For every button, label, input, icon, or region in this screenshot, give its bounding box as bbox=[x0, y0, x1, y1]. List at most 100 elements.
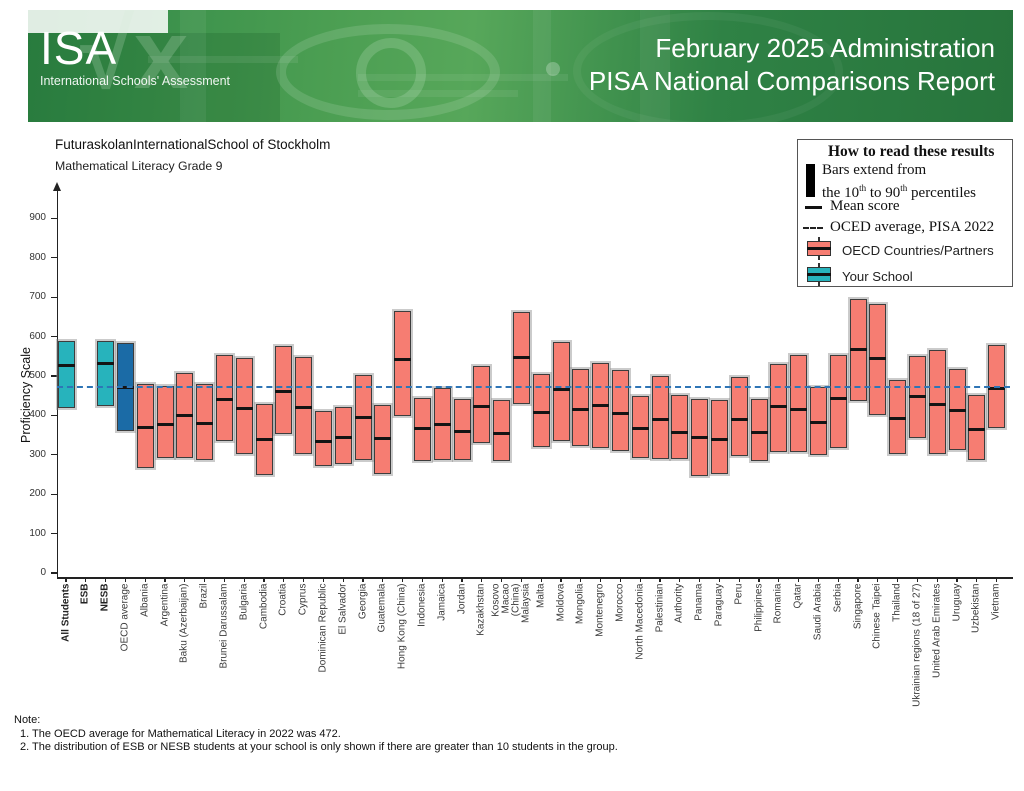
legend-school-label: Your School bbox=[842, 269, 913, 284]
percentile-bar-singapore bbox=[849, 298, 867, 401]
x-tick bbox=[778, 578, 780, 582]
percentile-bar-united-arab-emirates bbox=[928, 349, 946, 454]
y-tick-label: 700 bbox=[29, 291, 46, 303]
y-tick bbox=[51, 493, 57, 495]
percentile-bar-albania bbox=[136, 384, 154, 468]
isa-logo-text: ISA bbox=[40, 22, 118, 74]
note-1: 1. The OECD average for Mathematical Lit… bbox=[20, 727, 341, 740]
mean-line bbox=[176, 414, 194, 418]
x-axis bbox=[56, 577, 1013, 579]
x-tick bbox=[481, 578, 483, 582]
mean-line bbox=[453, 430, 471, 434]
y-tick bbox=[51, 414, 57, 416]
percentile-bar-indonesia bbox=[413, 397, 431, 461]
y-tick bbox=[51, 454, 57, 456]
percentile-bar-north-macedonia bbox=[631, 396, 649, 458]
percentile-bar-jamaica bbox=[433, 387, 451, 461]
legend-bars-line1: Bars extend from bbox=[822, 162, 927, 178]
mean-line bbox=[671, 430, 689, 434]
x-tick bbox=[461, 578, 463, 582]
percentile-bar-philippines bbox=[750, 398, 768, 462]
percentile-bar-bulgaria bbox=[235, 358, 253, 455]
percentile-bar-guatemala bbox=[374, 405, 392, 475]
percentile-bar-kosovo-macao bbox=[493, 400, 511, 462]
percentile-bar-dominican-republic bbox=[314, 411, 332, 466]
percentile-bar-argentina bbox=[156, 386, 174, 459]
x-tick bbox=[916, 578, 918, 582]
y-tick bbox=[51, 217, 57, 219]
x-tick bbox=[817, 578, 819, 582]
note-heading: Note: bbox=[14, 714, 41, 726]
x-tick bbox=[105, 578, 107, 582]
isa-logo: ISA International Schools' Assessment bbox=[40, 24, 230, 88]
x-tick bbox=[263, 578, 265, 582]
x-tick bbox=[600, 578, 602, 582]
mean-line bbox=[374, 437, 392, 441]
percentile-bar-china-malaysia bbox=[512, 311, 530, 405]
legend-mean-label: Mean score bbox=[830, 198, 900, 214]
mean-line bbox=[473, 404, 491, 408]
isa-logo-subtitle: International Schools' Assessment bbox=[40, 74, 230, 88]
x-tick bbox=[798, 578, 800, 582]
y-axis bbox=[56, 190, 58, 577]
legend-box: How to read these results Bars extend fr… bbox=[797, 139, 1013, 287]
y-tick-label: 100 bbox=[29, 527, 46, 539]
note-2: 2. The distribution of ESB or NESB stude… bbox=[20, 741, 618, 753]
x-tick bbox=[659, 578, 661, 582]
percentile-bar-mongolia bbox=[572, 368, 590, 447]
mean-line bbox=[156, 422, 174, 426]
legend-title: How to read these results bbox=[828, 143, 995, 160]
percentile-bar-qatar bbox=[790, 355, 808, 453]
x-tick bbox=[243, 578, 245, 582]
x-tick bbox=[996, 578, 998, 582]
mean-line bbox=[295, 406, 313, 410]
percentile-bar-brunei-darussalam bbox=[215, 355, 233, 441]
mean-line bbox=[651, 418, 669, 422]
mean-line bbox=[512, 356, 530, 360]
percentile-bar-palestinian bbox=[651, 376, 669, 459]
x-tick bbox=[679, 578, 681, 582]
percentile-bar-malta bbox=[532, 373, 550, 447]
oecd-average-dashed-line bbox=[57, 386, 1010, 389]
percentile-bar-cambodia bbox=[255, 404, 273, 475]
mean-line bbox=[968, 427, 986, 431]
x-tick bbox=[897, 578, 899, 582]
y-tick-label: 800 bbox=[29, 251, 46, 263]
x-tick bbox=[936, 578, 938, 582]
mean-line bbox=[790, 408, 808, 412]
percentile-bar-panama bbox=[691, 398, 709, 476]
percentile-bar-all-students bbox=[57, 341, 75, 409]
mean-line bbox=[334, 436, 352, 440]
y-tick bbox=[51, 296, 57, 298]
chart-title: FuturaskolanInternationalSchool of Stock… bbox=[55, 137, 331, 152]
x-tick bbox=[857, 578, 859, 582]
percentile-bar-romania bbox=[770, 364, 788, 452]
legend-bars-description: Bars extend from the 10th to 90th percen… bbox=[822, 162, 976, 202]
y-axis-title: Proficiency Scale bbox=[19, 347, 33, 443]
mean-line bbox=[928, 403, 946, 407]
percentile-bar-serbia bbox=[829, 355, 847, 448]
percentile-bar-thailand bbox=[889, 379, 907, 454]
x-tick bbox=[758, 578, 760, 582]
x-tick bbox=[619, 578, 621, 582]
percentile-bar-nesb bbox=[97, 341, 115, 406]
percentile-bar-chinese-taipei bbox=[869, 303, 887, 415]
mean-line bbox=[354, 415, 372, 419]
y-tick-label: 300 bbox=[29, 448, 46, 460]
mean-line bbox=[97, 361, 115, 365]
percentile-bar-morocco bbox=[611, 370, 629, 451]
mean-line bbox=[552, 388, 570, 392]
percentile-bar-hong-kong-china bbox=[394, 310, 412, 417]
x-tick bbox=[560, 578, 562, 582]
mean-line bbox=[730, 417, 748, 421]
your-school-swatch-icon bbox=[807, 263, 831, 286]
footnotes: Note: 1. The OECD average for Mathematic… bbox=[14, 714, 618, 755]
x-tick bbox=[342, 578, 344, 582]
x-tick bbox=[322, 578, 324, 582]
y-tick-label: 200 bbox=[29, 488, 46, 500]
mean-line bbox=[988, 387, 1006, 391]
x-tick bbox=[223, 578, 225, 582]
percentile-bar-paraguay bbox=[710, 400, 728, 475]
y-tick bbox=[51, 336, 57, 338]
